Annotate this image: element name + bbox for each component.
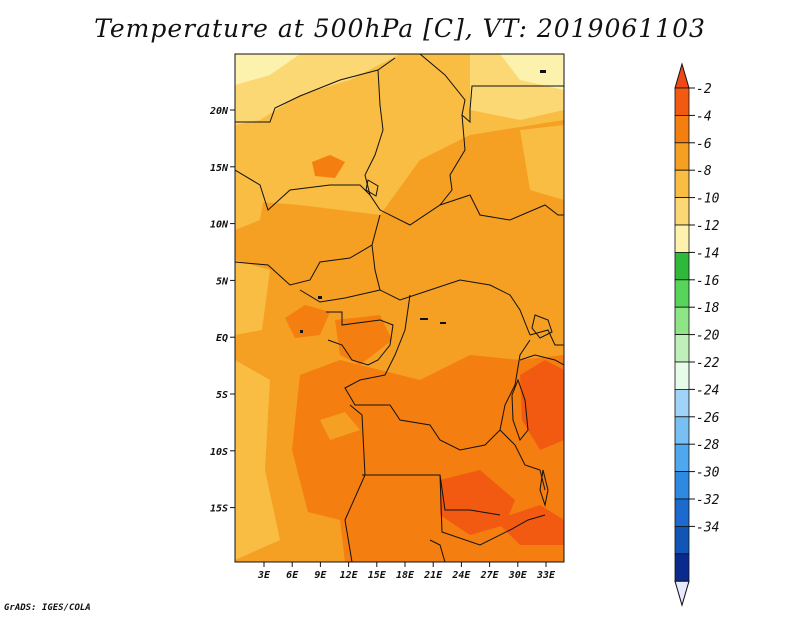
lon-tick-label: 6E [286,570,299,581]
colorbar-label: -26 [696,411,720,426]
colorbar-label: -18 [696,301,720,316]
map-frame [234,53,565,563]
field-mild-southwest [300,510,345,562]
latitude-axis: 20N 15N 10N 5N EQ 5S 10S 15S [209,106,235,515]
colorbar-swatch [674,471,690,500]
colorbar-swatch [674,388,690,418]
colorbar-swatch [674,526,690,555]
lon-tick-label: 21E [423,570,443,581]
colorbar: -2 -4 -6 -8 -10 -12 -14 -16 -18 -20 -22 -24 -26 -28 -3… [674,62,720,607]
field-warm-patch-congo [335,315,392,365]
field-hot-south [440,470,515,535]
colorbar-label: -30 [696,466,720,481]
colorbar-swatch [674,115,690,144]
lon-tick-label: 3E [257,570,271,581]
lat-tick-label: 10S [210,447,228,458]
colorbar-swatch [674,197,690,226]
field-cool-west [235,140,270,230]
colorbar-swatch [674,87,690,116]
field-hot-east [520,360,564,450]
field-hot-southeast [495,505,564,545]
field-warm-patch-north [312,155,345,178]
colorbar-swatch [674,416,690,445]
lakes [365,179,553,507]
colorbar-swatch [674,443,690,473]
colorbar-label: -12 [696,219,720,234]
lon-tick-label: 27E [480,570,500,581]
colorbar-swatch [674,306,690,336]
colorbar-label: -32 [696,493,720,508]
temperature-field [235,54,564,562]
colorbar-label: -28 [696,438,720,453]
lon-tick-label: 9E [314,570,327,581]
lat-tick-label: 10N [210,220,229,231]
colorbar-swatch [674,251,690,281]
field-mild-pocket [320,412,360,440]
colorbar-extend-low [674,580,690,607]
field-cool-east [520,125,564,200]
small-islands [300,70,546,333]
colorbar-label: -20 [696,329,720,344]
colorbar-label: -2 [696,82,712,97]
colorbar-label: -10 [696,192,720,207]
lon-tick-label: 24E [451,570,471,581]
colorbar-swatch [674,553,690,582]
colorbar-extend-high [674,62,690,89]
field-warm-patch-gabon [285,305,330,338]
lat-tick-label: 15S [210,504,228,515]
colorbar-label: -24 [696,383,719,398]
field-coolest-ne [500,54,564,90]
longitude-axis: 3E 6E 9E 12E 15E 18E 21E 24E 27E 30E 33E [257,562,556,581]
colorbar-swatch [674,142,690,171]
colorbar-swatch [674,224,690,253]
field-cool-coast [235,260,270,335]
lon-tick-label: 15E [368,570,387,581]
field-cool-sw [235,360,280,560]
lon-tick-label: 12E [340,570,359,581]
grads-credit: GrADS: IGES/COLA [4,603,91,613]
colorbar-swatch [674,361,690,390]
lon-tick-label: 18E [396,570,415,581]
map-title: Temperature at 500hPa [C], VT: 201906110… [94,14,706,43]
colorbar-label: -16 [696,274,720,289]
colorbar-label: -8 [696,164,712,179]
field-coolest-nw [235,54,300,85]
lon-tick-label: 30E [508,570,528,581]
colorbar-label: -4 [696,109,712,124]
lat-tick-label: 15N [210,163,229,174]
colorbar-label: -34 [696,520,719,535]
lat-tick-label: EQ [216,333,228,344]
colorbar-swatch [674,279,690,308]
colorbar-swatch [674,169,690,198]
colorbar-label: -6 [696,137,712,152]
lat-tick-label: 5N [216,276,229,287]
colorbar-label: -22 [696,356,720,371]
colorbar-swatch [674,498,690,527]
colorbar-swatch [674,334,690,363]
lon-tick-label: 33E [536,570,556,581]
lat-tick-label: 20N [209,106,229,117]
country-borders [235,54,564,562]
lat-tick-label: 5S [216,390,228,401]
colorbar-label: -14 [696,246,719,261]
